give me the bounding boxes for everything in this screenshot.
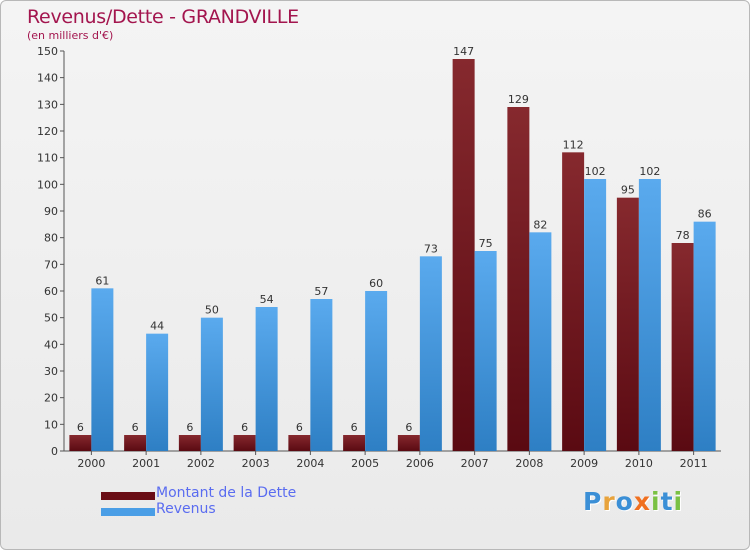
data-label-revenus: 50 [205, 304, 219, 317]
data-label-dette: 6 [241, 421, 248, 434]
y-tick-label: 100 [37, 178, 58, 191]
y-tick-label: 140 [37, 72, 58, 85]
data-label-dette: 6 [405, 421, 412, 434]
data-label-dette: 147 [453, 45, 474, 58]
bar-revenus [693, 221, 716, 451]
x-tick-label: 2008 [515, 457, 543, 470]
legend-swatch-dette [101, 492, 155, 500]
bar-revenus [474, 251, 497, 451]
bar-dette [397, 435, 420, 451]
y-tick-label: 0 [51, 445, 58, 458]
data-label-dette: 6 [77, 421, 84, 434]
bar-revenus [419, 256, 442, 451]
x-tick-label: 2010 [625, 457, 653, 470]
y-tick-label: 90 [44, 205, 58, 218]
bar-revenus [310, 299, 333, 451]
data-label-revenus: 75 [479, 237, 493, 250]
y-tick-label: 10 [44, 418, 58, 431]
bar-revenus [200, 317, 223, 451]
data-label-revenus: 57 [314, 285, 328, 298]
y-tick-label: 30 [44, 365, 58, 378]
data-label-revenus: 44 [150, 320, 164, 333]
y-tick-label: 60 [44, 285, 58, 298]
legend-label-revenus: Revenus [156, 501, 216, 517]
bar-revenus [638, 179, 661, 451]
bar-dette [69, 435, 92, 451]
bar-dette [233, 435, 256, 451]
bar-revenus [146, 333, 169, 451]
data-label-dette: 6 [351, 421, 358, 434]
x-tick-label: 2003 [242, 457, 270, 470]
data-label-revenus: 60 [369, 277, 383, 290]
bar-dette [616, 197, 639, 451]
x-tick-label: 2005 [351, 457, 379, 470]
bar-revenus [584, 179, 607, 451]
y-tick-label: 80 [44, 232, 58, 245]
data-label-revenus: 61 [95, 274, 109, 287]
bar-revenus [365, 291, 388, 451]
chart-subtitle: (en milliers d'€) [27, 29, 114, 42]
x-tick-label: 2006 [406, 457, 434, 470]
y-tick-label: 40 [44, 338, 58, 351]
x-tick-label: 2011 [680, 457, 708, 470]
y-tick-label: 110 [37, 152, 58, 165]
y-tick-label: 120 [37, 125, 58, 138]
chart-title: Revenus/Dette - GRANDVILLE [27, 6, 299, 28]
legend-label-dette: Montant de la Dette [156, 485, 297, 501]
data-label-dette: 95 [621, 184, 635, 197]
data-label-revenus: 102 [585, 165, 606, 178]
data-label-dette: 112 [563, 138, 584, 151]
proxiti-logo: Proxiti [583, 487, 684, 516]
bar-dette [288, 435, 311, 451]
bar-dette [562, 152, 585, 452]
bar-revenus [255, 307, 278, 451]
data-label-dette: 78 [676, 229, 690, 242]
bar-dette [178, 435, 201, 451]
bar-dette [452, 59, 475, 451]
data-label-revenus: 102 [639, 165, 660, 178]
data-label-dette: 129 [508, 93, 529, 106]
y-tick-label: 50 [44, 312, 58, 325]
x-tick-label: 2000 [77, 457, 105, 470]
x-tick-label: 2002 [187, 457, 215, 470]
x-tick-label: 2009 [570, 457, 598, 470]
data-label-dette: 6 [296, 421, 303, 434]
x-tick-label: 2001 [132, 457, 160, 470]
data-label-dette: 6 [132, 421, 139, 434]
bar-revenus [529, 232, 552, 451]
x-tick-label: 2004 [296, 457, 324, 470]
x-tick-label: 2007 [461, 457, 489, 470]
data-label-revenus: 82 [533, 218, 547, 231]
legend-swatch-revenus [101, 508, 155, 516]
y-tick-label: 150 [37, 45, 58, 58]
y-tick-label: 130 [37, 98, 58, 111]
data-label-revenus: 54 [260, 293, 274, 306]
data-label-dette: 6 [186, 421, 193, 434]
bar-dette [507, 107, 530, 451]
bar-dette [671, 243, 694, 451]
bar-dette [124, 435, 147, 451]
data-label-revenus: 73 [424, 242, 438, 255]
bar-dette [343, 435, 366, 451]
data-label-revenus: 86 [698, 208, 712, 221]
bar-revenus [91, 288, 114, 451]
y-tick-label: 70 [44, 258, 58, 271]
y-tick-label: 20 [44, 392, 58, 405]
